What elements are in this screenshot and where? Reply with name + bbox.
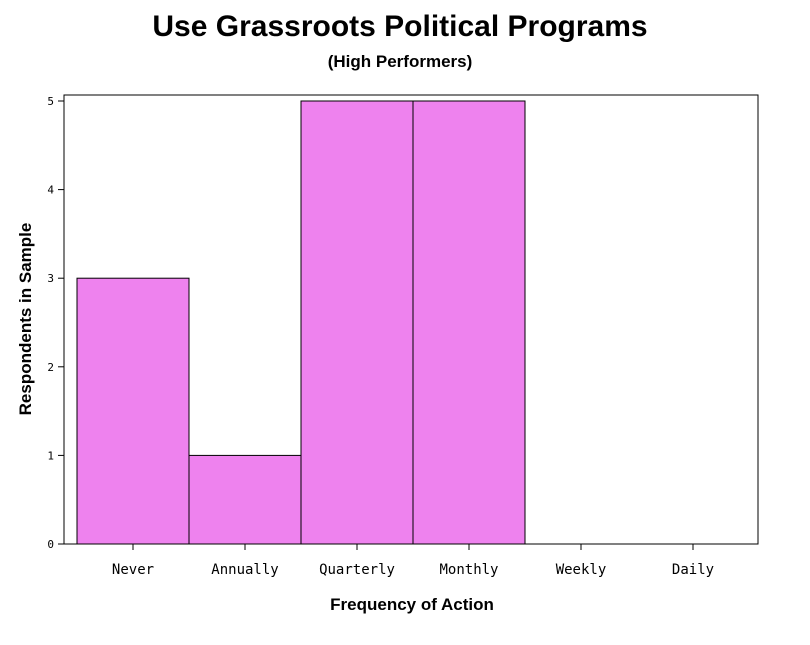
bar-never: [76, 277, 190, 545]
x-tick-label-monthly: Monthly: [439, 562, 498, 578]
chart-title: Use Grassroots Political Programs: [152, 10, 648, 43]
y-tick-label: 4: [47, 184, 54, 197]
chart-subtitle: (High Performers): [327, 52, 473, 71]
y-tick-label: 2: [47, 361, 54, 374]
x-axis-title: Frequency of Action: [330, 595, 494, 614]
y-tick-label: 1: [47, 449, 54, 462]
bar-quarterly: [300, 100, 414, 545]
x-tick-label-annually: Annually: [211, 562, 278, 578]
y-tick-label: 5: [47, 95, 54, 108]
y-tick-label: 0: [47, 538, 54, 551]
bars-group: [76, 100, 526, 545]
y-axis: 0 1 2 3 4 5: [47, 95, 64, 551]
y-tick-label: 3: [47, 272, 54, 285]
bar-annually: [188, 454, 302, 545]
x-tick-label-never: Never: [112, 562, 154, 578]
x-tick-label-quarterly: Quarterly: [319, 562, 395, 578]
x-tick-label-weekly: Weekly: [556, 562, 607, 578]
x-axis: Never Annually Quarterly Monthly Weekly Daily: [112, 544, 714, 578]
y-axis-title: Respondents in Sample: [16, 223, 35, 416]
bar-monthly: [412, 100, 526, 545]
x-tick-label-daily: Daily: [672, 562, 714, 578]
